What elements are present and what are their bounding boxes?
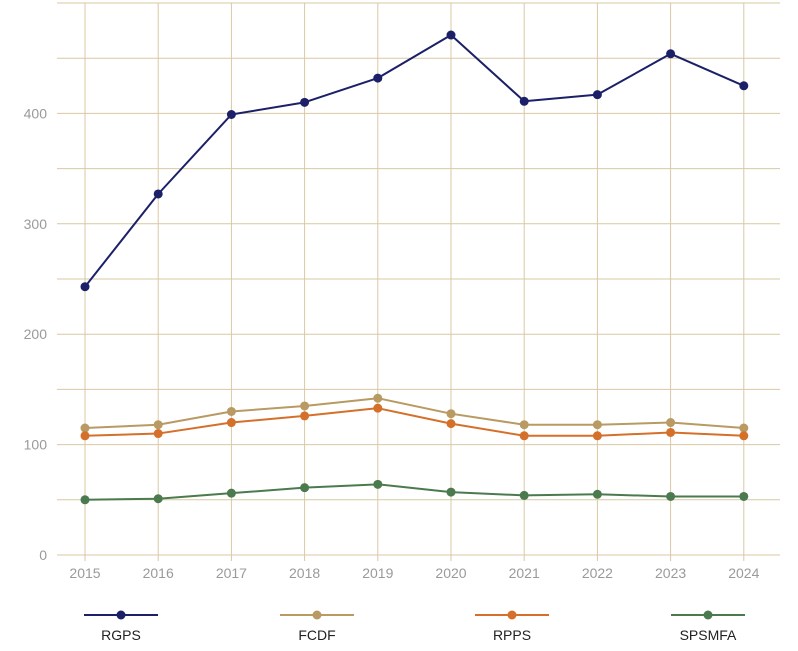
- y-tick-label: 200: [24, 326, 48, 342]
- data-point: [153, 429, 163, 439]
- data-point: [666, 491, 676, 501]
- data-point: [373, 73, 383, 83]
- x-tick-label: 2020: [435, 565, 466, 581]
- data-point: [739, 81, 749, 91]
- x-tick-label: 2017: [216, 565, 247, 581]
- data-point: [226, 488, 236, 498]
- x-tick-label: 2018: [289, 565, 320, 581]
- legend-swatch-marker: [703, 610, 713, 620]
- axes: 0 100 200 300 400 2015 2016 2017 2018 2019 2020 202…: [24, 105, 760, 581]
- series-rpps: [80, 403, 749, 441]
- data-point: [226, 418, 236, 428]
- data-point: [300, 401, 310, 411]
- data-point: [153, 494, 163, 504]
- y-tick-label: 100: [24, 437, 48, 453]
- series-fcdf: [80, 393, 749, 433]
- data-point: [153, 420, 163, 430]
- data-point: [519, 96, 529, 106]
- data-point: [300, 97, 310, 107]
- data-point: [666, 427, 676, 437]
- data-point: [446, 487, 456, 497]
- data-point: [373, 403, 383, 413]
- data-point: [300, 483, 310, 493]
- y-tick-label: 400: [24, 105, 48, 121]
- series-lines: [80, 30, 749, 505]
- data-point: [592, 431, 602, 441]
- x-tick-label: 2021: [509, 565, 540, 581]
- legend-swatch-marker: [312, 610, 322, 620]
- data-point: [373, 393, 383, 403]
- series-rgps: [80, 30, 749, 292]
- data-point: [153, 189, 163, 199]
- legend-label: RGPS: [101, 627, 141, 643]
- x-tick-label: 2022: [582, 565, 613, 581]
- x-tick-label: 2024: [728, 565, 759, 581]
- legend: RGPS FCDF RPPS SPSMFA: [84, 610, 745, 643]
- data-point: [80, 282, 90, 292]
- data-point: [592, 90, 602, 100]
- legend-item-fcdf: FCDF: [280, 610, 354, 643]
- x-tick-label: 2015: [69, 565, 100, 581]
- y-tick-label: 0: [39, 547, 47, 563]
- data-point: [739, 431, 749, 441]
- data-point: [80, 423, 90, 433]
- series-line: [84, 407, 744, 437]
- data-point: [519, 490, 529, 500]
- data-point: [666, 49, 676, 59]
- legend-label: RPPS: [493, 627, 531, 643]
- data-point: [592, 420, 602, 430]
- y-tick-label: 300: [24, 216, 48, 232]
- series-line: [84, 397, 744, 430]
- legend-swatch-marker: [116, 610, 126, 620]
- x-tick-label: 2023: [655, 565, 686, 581]
- legend-item-rgps: RGPS: [84, 610, 158, 643]
- data-point: [80, 431, 90, 441]
- data-point: [739, 491, 749, 501]
- x-tick-label: 2019: [362, 565, 393, 581]
- data-point: [519, 420, 529, 430]
- data-point: [226, 406, 236, 416]
- data-point: [373, 479, 383, 489]
- series-line: [84, 483, 744, 501]
- data-point: [446, 30, 456, 40]
- x-tick-label: 2016: [143, 565, 174, 581]
- data-point: [80, 495, 90, 505]
- legend-swatch-marker: [507, 610, 517, 620]
- legend-label: SPSMFA: [680, 627, 737, 643]
- data-point: [519, 431, 529, 441]
- data-point: [739, 423, 749, 433]
- series-spsmfa: [80, 479, 749, 505]
- legend-label: FCDF: [298, 627, 335, 643]
- legend-item-spsmfa: SPSMFA: [671, 610, 745, 643]
- data-point: [592, 489, 602, 499]
- legend-item-rpps: RPPS: [475, 610, 549, 643]
- data-point: [666, 418, 676, 428]
- data-point: [226, 110, 236, 120]
- grid: [57, 2, 780, 561]
- data-point: [446, 419, 456, 429]
- series-line: [84, 34, 745, 288]
- data-point: [446, 409, 456, 419]
- data-point: [300, 411, 310, 421]
